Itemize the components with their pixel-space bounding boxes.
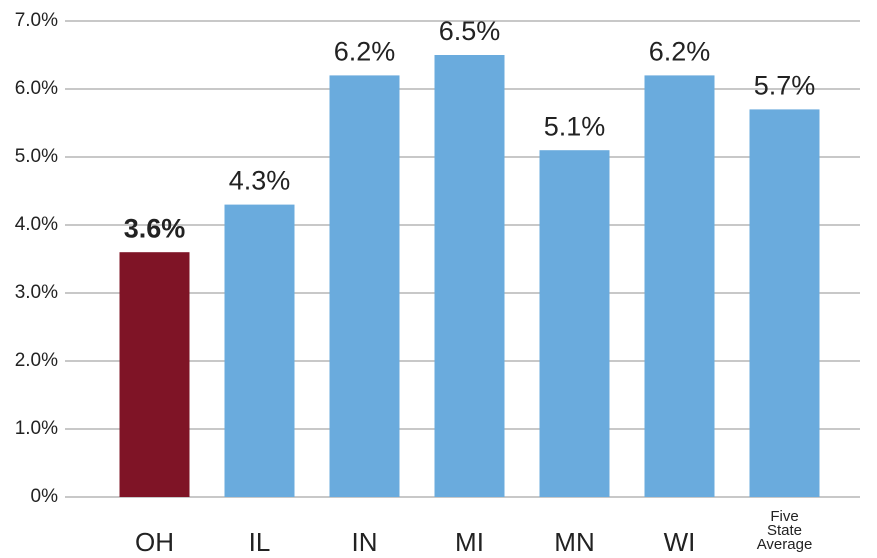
x-tick-label: IN <box>352 527 378 557</box>
bar <box>119 252 190 497</box>
value-label: 4.3% <box>229 166 291 196</box>
x-tick-label-box: Five State Average <box>756 510 813 553</box>
bar <box>644 75 715 498</box>
value-label: 5.1% <box>544 111 606 141</box>
bar <box>434 55 505 497</box>
value-label: 6.2% <box>334 37 396 67</box>
bar <box>539 150 610 497</box>
y-tick-label: 7.0% <box>15 10 58 31</box>
y-tick-label: 3.0% <box>15 282 58 303</box>
y-tick-label: 6.0% <box>15 78 58 99</box>
value-label: 6.5% <box>439 16 501 46</box>
value-label: 5.7% <box>754 71 816 101</box>
bar <box>329 75 400 498</box>
x-tick-label: WI <box>664 527 696 557</box>
y-tick-label: 5.0% <box>15 146 58 167</box>
x-tick-label: IL <box>249 527 271 557</box>
x-tick-label: OH <box>135 527 174 557</box>
y-tick-label: 4.0% <box>15 214 58 235</box>
bar <box>749 109 820 498</box>
bar <box>224 204 295 497</box>
value-label: 3.6% <box>124 213 186 243</box>
y-tick-label: 0% <box>31 486 59 507</box>
x-tick-label: MI <box>455 527 484 557</box>
y-tick-label: 1.0% <box>15 418 58 439</box>
y-tick-label: 2.0% <box>15 350 58 371</box>
value-label: 6.2% <box>649 37 711 67</box>
x-tick-label: MN <box>554 527 594 557</box>
x-tick-label: Five State Average <box>756 510 813 553</box>
